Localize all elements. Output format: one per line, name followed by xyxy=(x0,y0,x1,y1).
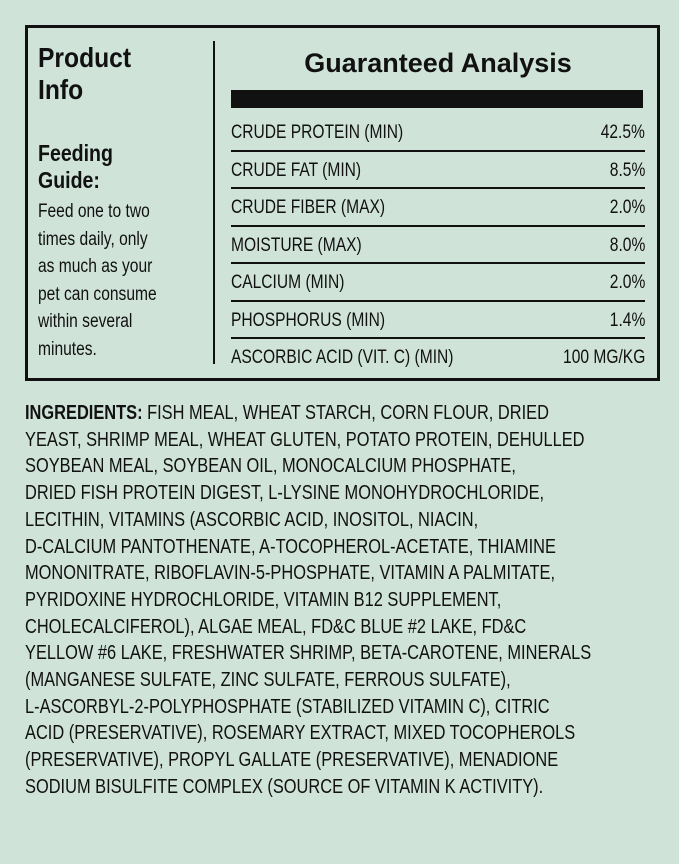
ingredients-line: DRIED FISH PROTEIN DIGEST, L-LYSINE MONO… xyxy=(25,481,545,505)
ingredients-list: INGREDIENTS: FISH MEAL, WHEAT STARCH, CO… xyxy=(25,400,679,801)
product-info-title-line1: Product xyxy=(38,42,132,73)
header-bar xyxy=(231,90,643,108)
feeding-line: pet can consume xyxy=(38,283,157,305)
feeding-line: minutes. xyxy=(38,338,97,360)
feeding-guide-title-line2: Guide: xyxy=(38,167,100,193)
column-divider xyxy=(213,41,215,364)
ingredients-line: (PRESERVATIVE), PROPYL GALLATE (PRESERVA… xyxy=(25,748,559,772)
ingredients-line: LECITHIN, VITAMINS (ASCORBIC ACID, INOSI… xyxy=(25,507,479,531)
ingredients-line: MONONITRATE, RIBOFLAVIN-5-PHOSPHATE, VIT… xyxy=(25,561,556,585)
ingredients-line: D-CALCIUM PANTOTHENATE, A-TOCOPHEROL-ACE… xyxy=(25,534,556,558)
analysis-value: 8.5% xyxy=(609,159,645,181)
feeding-line: times daily, only xyxy=(38,228,148,250)
analysis-row: PHOSPHORUS (MIN) 1.4% xyxy=(231,302,645,339)
analysis-row: CRUDE FAT (MIN) 8.5% xyxy=(231,152,645,189)
analysis-value: 8.0% xyxy=(609,234,645,256)
analysis-table: CRUDE PROTEIN (MIN) 42.5% CRUDE FAT (MIN)… xyxy=(231,114,645,375)
ingredients-text: FISH MEAL, WHEAT STARCH, CORN FLOUR, DRI… xyxy=(142,401,549,424)
ingredients-line: L-ASCORBYL-2-POLYPHOSPHATE (STABILIZED V… xyxy=(25,694,550,718)
ingredients-line: (MANGANESE SULFATE, ZINC SULFATE, FERROU… xyxy=(25,668,511,692)
analysis-value: 100 MG/KG xyxy=(562,347,645,368)
analysis-label: PHOSPHORUS (MIN) xyxy=(231,309,386,331)
analysis-label: ASCORBIC ACID (VIT. C) (MIN) xyxy=(231,347,454,368)
feeding-line: as much as your xyxy=(38,256,153,277)
feeding-line: Feed one to two xyxy=(38,201,150,222)
feeding-line: within several xyxy=(38,311,133,332)
analysis-label: CALCIUM (MIN) xyxy=(231,272,345,293)
ingredients-label: INGREDIENTS: xyxy=(25,401,143,424)
info-panel: Product Info Feeding Guide: Feed one to … xyxy=(25,25,660,381)
ingredients-line: SOYBEAN MEAL, SOYBEAN OIL, MONOCALCIUM P… xyxy=(25,454,516,478)
ingredients-line: CHOLECALCIFEROL), ALGAE MEAL, FD&C BLUE … xyxy=(25,614,527,638)
analysis-row: ASCORBIC ACID (VIT. C) (MIN) 100 MG/KG xyxy=(231,339,645,375)
analysis-row: CRUDE FIBER (MAX) 2.0% xyxy=(231,189,645,227)
ingredients-line: PYRIDOXINE HYDROCHLORIDE, VITAMIN B12 SU… xyxy=(25,587,502,611)
feeding-guide-title-line1: Feeding xyxy=(38,140,113,166)
ingredients-line: YEAST, SHRIMP MEAL, WHEAT GLUTEN, POTATO… xyxy=(25,427,585,451)
analysis-row: CALCIUM (MIN) 2.0% xyxy=(231,264,645,302)
ingredients-line: SODIUM BISULFITE COMPLEX (SOURCE OF VITA… xyxy=(25,774,544,798)
analysis-row: MOISTURE (MAX) 8.0% xyxy=(231,227,645,264)
feeding-guide-text: Feed one to two times daily, only as muc… xyxy=(38,198,202,363)
ingredients-line: YELLOW #6 LAKE, FRESHWATER SHRIMP, BETA-… xyxy=(25,641,592,665)
analysis-label: CRUDE PROTEIN (MIN) xyxy=(231,122,404,143)
ingredients-line: INGREDIENTS: FISH MEAL, WHEAT STARCH, CO… xyxy=(25,400,591,427)
analysis-row: CRUDE PROTEIN (MIN) 42.5% xyxy=(231,114,645,152)
product-info-title: Product Info xyxy=(38,42,131,106)
analysis-label: MOISTURE (MAX) xyxy=(231,234,362,256)
analysis-value: 2.0% xyxy=(609,197,645,218)
analysis-value: 1.4% xyxy=(609,309,645,331)
analysis-value: 2.0% xyxy=(609,272,645,293)
analysis-label: CRUDE FIBER (MAX) xyxy=(231,197,386,218)
feeding-guide-title: Feeding Guide: xyxy=(38,140,113,194)
product-info-title-line2: Info xyxy=(38,74,84,105)
guaranteed-analysis-title: Guaranteed Analysis xyxy=(304,48,572,78)
analysis-value: 42.5% xyxy=(600,122,645,143)
analysis-label: CRUDE FAT (MIN) xyxy=(231,159,362,181)
ingredients-line: ACID (PRESERVATIVE), ROSEMARY EXTRACT, M… xyxy=(25,721,576,745)
